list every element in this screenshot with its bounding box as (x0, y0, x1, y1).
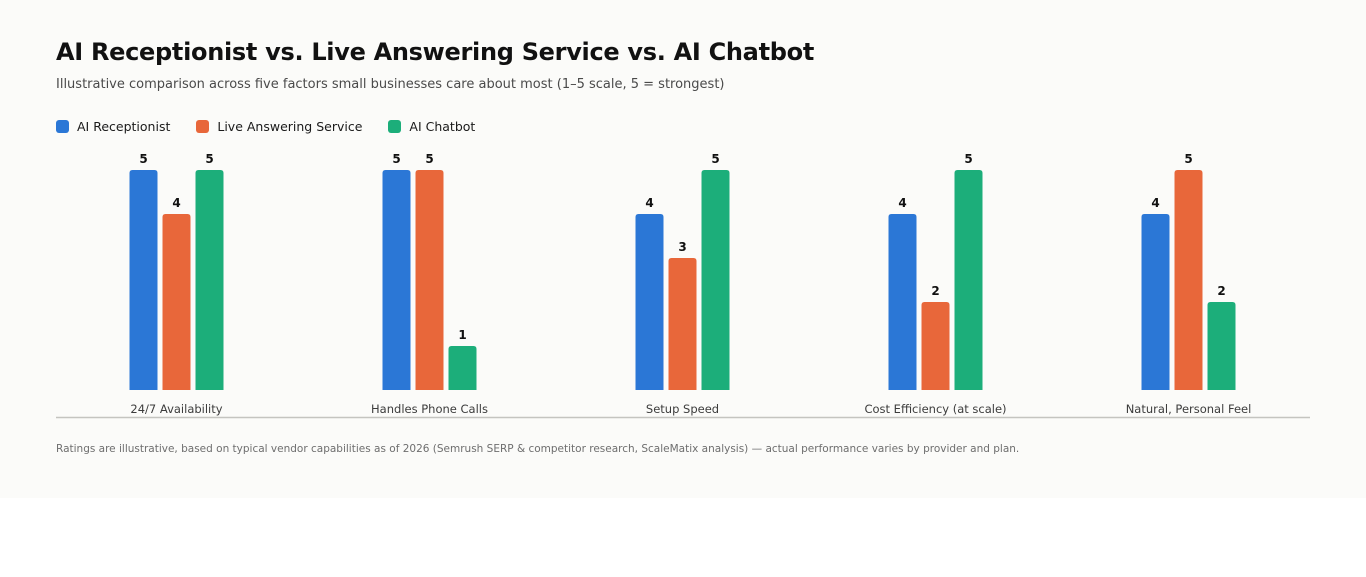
data-label-ai-chatbot-handles-phone-calls: 1 (458, 328, 466, 342)
legend-item-live-answering-service: Live Answering Service (196, 119, 362, 134)
legend-swatch-ai-chatbot (388, 120, 402, 133)
legend-label-live-answering-service: Live Answering Service (217, 119, 363, 134)
data-label-live-answering-service-natural-personal-feel: 5 (1184, 152, 1192, 166)
legend: AI Receptionist Live Answering Service A… (56, 119, 501, 134)
bar-live-answering-service-24-7-availability (162, 214, 191, 390)
chart-title: AI Receptionist vs. Live Answering Servi… (56, 38, 814, 66)
chart-subtitle: Illustrative comparison across five fact… (56, 77, 725, 92)
bar-ai-chatbot-natural-personal-feel (1207, 302, 1236, 390)
data-label-ai-receptionist-24-7-availability: 5 (139, 152, 147, 166)
legend-label-ai-chatbot: AI Chatbot (409, 119, 476, 134)
bar-ai-receptionist-natural-personal-feel (1141, 214, 1170, 390)
x-tick-label-handles-phone-calls: Handles Phone Calls (371, 402, 488, 416)
data-label-live-answering-service-cost-efficiency-at-scale: 2 (931, 284, 939, 298)
x-tick-label-cost-efficiency-at-scale: Cost Efficiency (at scale) (864, 402, 1006, 416)
data-label-live-answering-service-handles-phone-calls: 5 (425, 152, 433, 166)
data-label-ai-chatbot-natural-personal-feel: 2 (1217, 284, 1225, 298)
bar-ai-receptionist-24-7-availability (129, 170, 158, 390)
legend-label-ai-receptionist: AI Receptionist (77, 119, 171, 134)
bar-ai-chatbot-handles-phone-calls (448, 346, 477, 390)
data-label-ai-chatbot-cost-efficiency-at-scale: 5 (964, 152, 972, 166)
data-label-ai-receptionist-cost-efficiency-at-scale: 4 (898, 196, 906, 210)
legend-swatch-ai-receptionist (56, 120, 69, 133)
bar-ai-receptionist-setup-speed (635, 214, 664, 390)
chart-footnote: Ratings are illustrative, based on typic… (56, 443, 1020, 455)
data-label-ai-receptionist-setup-speed: 4 (645, 196, 653, 210)
data-label-ai-chatbot-setup-speed: 5 (711, 152, 719, 166)
bar-live-answering-service-handles-phone-calls (415, 170, 444, 390)
legend-item-ai-receptionist: AI Receptionist (56, 119, 170, 134)
x-tick-label-24-7-availability: 24/7 Availability (130, 402, 222, 416)
data-label-ai-chatbot-24-7-availability: 5 (205, 152, 213, 166)
data-label-ai-receptionist-handles-phone-calls: 5 (392, 152, 400, 166)
bar-chart: 5 4 5 24/7 Availability 5 5 1 Handles Phone Cal… (56, 152, 1310, 419)
bar-ai-chatbot-cost-efficiency-at-scale (954, 170, 983, 390)
legend-swatch-live-answering-service (196, 120, 210, 133)
bar-ai-receptionist-cost-efficiency-at-scale (888, 214, 917, 390)
chart-panel: AI Receptionist vs. Live Answering Servi… (56, 38, 1310, 455)
bar-ai-receptionist-handles-phone-calls (382, 170, 411, 390)
x-tick-label-setup-speed: Setup Speed (646, 402, 719, 416)
bar-ai-chatbot-24-7-availability (195, 170, 224, 390)
bar-live-answering-service-natural-personal-feel (1174, 170, 1203, 390)
data-label-live-answering-service-setup-speed: 3 (678, 240, 686, 254)
legend-item-ai-chatbot: AI Chatbot (388, 119, 475, 134)
bar-live-answering-service-setup-speed (668, 258, 697, 390)
data-label-ai-receptionist-natural-personal-feel: 4 (1151, 196, 1159, 210)
bar-ai-chatbot-setup-speed (701, 170, 730, 390)
data-label-live-answering-service-24-7-availability: 4 (172, 196, 180, 210)
bar-live-answering-service-cost-efficiency-at-scale (921, 302, 950, 390)
x-tick-label-natural-personal-feel: Natural, Personal Feel (1126, 402, 1252, 416)
